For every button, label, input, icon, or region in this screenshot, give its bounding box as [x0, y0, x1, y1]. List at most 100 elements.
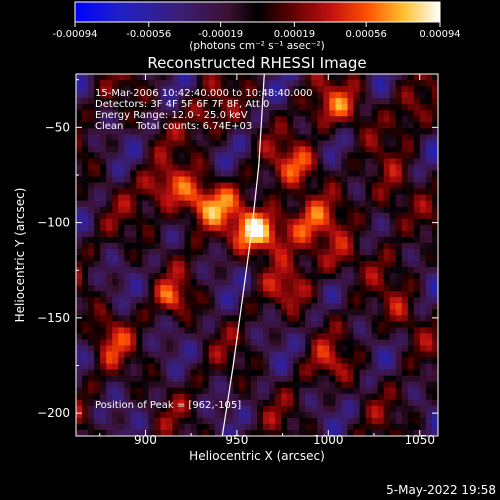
heatmap-cell	[202, 261, 210, 268]
heatmap-cell	[178, 92, 185, 99]
heatmap-cell	[287, 86, 294, 93]
heatmap-cell	[220, 297, 228, 304]
heatmap-cell	[371, 74, 379, 81]
heatmap-cell	[281, 242, 288, 250]
heatmap-cell	[335, 345, 342, 352]
heatmap-cell	[196, 285, 204, 292]
heatmap-cell	[359, 110, 366, 117]
heatmap-cell	[395, 393, 403, 401]
heatmap-cell	[413, 327, 421, 334]
heatmap-cell	[208, 351, 216, 358]
heatmap-cell	[124, 333, 131, 340]
heatmap-cell	[226, 291, 234, 298]
heatmap-cell	[112, 170, 119, 177]
heatmap-cell	[250, 339, 258, 346]
heatmap-cell	[244, 303, 252, 310]
heatmap-cell	[395, 261, 403, 268]
heatmap-cell	[226, 206, 234, 214]
heatmap-cell	[359, 339, 366, 346]
heatmap-cell	[202, 236, 210, 244]
heatmap-cell	[425, 333, 433, 340]
heatmap-cell	[82, 134, 89, 141]
heatmap-cell	[425, 315, 433, 322]
heatmap-cell	[124, 110, 131, 117]
heatmap-cell	[196, 104, 204, 111]
heatmap-cell	[154, 375, 161, 383]
heatmap-cell	[130, 164, 137, 171]
heatmap-cell	[287, 291, 294, 298]
heatmap-cell	[305, 116, 312, 123]
heatmap-cell	[407, 375, 415, 383]
heatmap-cell	[311, 86, 318, 93]
heatmap-cell	[407, 194, 415, 202]
heatmap-cell	[263, 423, 270, 431]
heatmap-cell	[275, 134, 282, 141]
heatmap-cell	[100, 381, 107, 389]
heatmap-cell	[178, 387, 185, 395]
heatmap-cell	[184, 92, 192, 99]
heatmap-cell	[208, 333, 216, 340]
heatmap-cell	[365, 387, 373, 395]
heatmap-cell	[220, 212, 228, 220]
heatmap-cell	[118, 273, 125, 280]
heatmap-cell	[160, 273, 167, 280]
heatmap-cell	[263, 393, 270, 401]
heatmap-cell	[94, 327, 101, 334]
heatmap-cell	[238, 212, 246, 220]
heatmap-cell	[335, 339, 342, 346]
heatmap-cell	[419, 315, 427, 322]
heatmap-cell	[359, 98, 366, 105]
heatmap-cell	[226, 303, 234, 310]
heatmap-cell	[365, 218, 373, 226]
heatmap-cell	[311, 80, 318, 87]
heatmap-cell	[226, 128, 234, 135]
heatmap-cell	[202, 116, 210, 123]
heatmap-cell	[250, 291, 258, 298]
heatmap-cell	[226, 351, 234, 358]
heatmap-cell	[359, 218, 366, 226]
heatmap-cell	[257, 236, 264, 244]
heatmap-cell	[377, 399, 385, 407]
heatmap-cell	[311, 200, 318, 208]
heatmap-cell	[88, 110, 95, 117]
heatmap-cell	[238, 273, 246, 280]
heatmap-cell	[214, 369, 222, 377]
heatmap-cell	[148, 405, 155, 413]
heatmap-cell	[88, 206, 95, 214]
heatmap-cell	[281, 86, 288, 93]
heatmap-cell	[130, 363, 137, 371]
heatmap-cell	[142, 321, 149, 328]
heatmap-cell	[389, 74, 397, 81]
heatmap-cell	[190, 339, 198, 346]
heatmap-cell	[353, 80, 360, 87]
heatmap-cell	[82, 351, 89, 358]
heatmap-cell	[196, 417, 204, 425]
heatmap-cell	[142, 236, 149, 244]
heatmap-cell	[232, 267, 240, 274]
heatmap-cell	[238, 369, 246, 377]
heatmap-cell	[208, 98, 216, 105]
heatmap-cell	[323, 104, 330, 111]
heatmap-cell	[425, 255, 433, 262]
heatmap-cell	[100, 122, 107, 129]
heatmap-cell	[94, 405, 101, 413]
heatmap-cell	[311, 273, 318, 280]
heatmap-cell	[317, 351, 324, 358]
heatmap-cell	[166, 279, 173, 286]
heatmap-cell	[124, 357, 131, 364]
heatmap-cell	[323, 80, 330, 87]
heatmap-cell	[383, 194, 391, 202]
heatmap-cell	[341, 273, 348, 280]
heatmap-cell	[359, 146, 366, 153]
heatmap-cell	[154, 134, 161, 141]
heatmap-cell	[329, 381, 336, 389]
heatmap-cell	[389, 405, 397, 413]
heatmap-cell	[425, 104, 433, 111]
heatmap-cell	[184, 194, 192, 202]
heatmap-cell	[196, 381, 204, 389]
heatmap-cell	[383, 140, 391, 147]
heatmap-cell	[76, 188, 83, 196]
heatmap-cell	[365, 411, 373, 419]
heatmap-cell	[94, 122, 101, 129]
heatmap-cell	[341, 381, 348, 389]
